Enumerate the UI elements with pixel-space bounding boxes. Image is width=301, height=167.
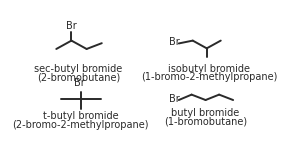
Text: butyl bromide: butyl bromide <box>172 108 240 118</box>
Text: (1-bromo-2-methylpropane): (1-bromo-2-methylpropane) <box>141 72 277 82</box>
Text: isobutyl bromide: isobutyl bromide <box>168 64 250 74</box>
Text: Br: Br <box>169 37 180 47</box>
Text: Br: Br <box>74 78 85 89</box>
Text: (2-bromobutane): (2-bromobutane) <box>37 72 120 82</box>
Text: Br: Br <box>66 21 77 31</box>
Text: (1-bromobutane): (1-bromobutane) <box>164 117 247 127</box>
Text: sec-butyl bromide: sec-butyl bromide <box>34 64 123 74</box>
Text: (2-bromo-2-methylpropane): (2-bromo-2-methylpropane) <box>13 120 149 130</box>
Text: t-butyl bromide: t-butyl bromide <box>43 112 119 121</box>
Text: Br: Br <box>169 94 180 104</box>
